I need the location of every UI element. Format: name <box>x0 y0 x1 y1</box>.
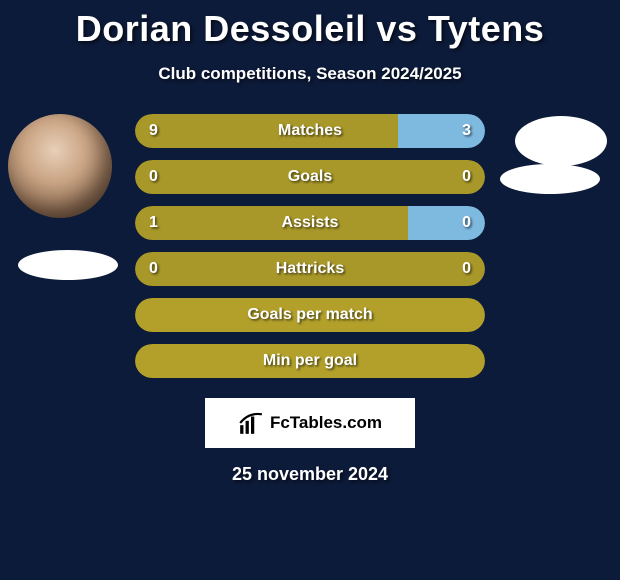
stat-bars: 93Matches00Goals10Assists00HattricksGoal… <box>135 114 485 390</box>
stat-segment <box>135 160 485 194</box>
logo-text: FcTables.com <box>270 413 382 433</box>
stat-value-left: 0 <box>149 168 158 186</box>
logo-box: FcTables.com <box>205 398 415 448</box>
stat-value-right: 0 <box>462 214 471 232</box>
stat-value-left: 9 <box>149 122 158 140</box>
stat-segment <box>408 206 485 240</box>
stat-row: 00Goals <box>135 160 485 194</box>
stat-value-right: 0 <box>462 260 471 278</box>
stat-value-left: 1 <box>149 214 158 232</box>
player-left-shadow <box>18 250 118 280</box>
stat-value-left: 0 <box>149 260 158 278</box>
player-left-avatar <box>8 114 112 218</box>
subtitle: Club competitions, Season 2024/2025 <box>0 64 620 84</box>
comparison-card: Dorian Dessoleil vs Tytens Club competit… <box>0 0 620 485</box>
date: 25 november 2024 <box>0 464 620 485</box>
stat-segment <box>135 206 408 240</box>
stat-segment <box>135 344 485 378</box>
fctables-logo-icon <box>238 410 264 436</box>
stat-row: 00Hattricks <box>135 252 485 286</box>
player-right-shadow <box>500 164 600 194</box>
stat-row: Min per goal <box>135 344 485 378</box>
main-area: 93Matches00Goals10Assists00HattricksGoal… <box>0 114 620 384</box>
stat-segment <box>135 298 485 332</box>
stat-row: Goals per match <box>135 298 485 332</box>
stat-row: 10Assists <box>135 206 485 240</box>
stat-value-right: 0 <box>462 168 471 186</box>
stat-segment <box>135 252 485 286</box>
page-title: Dorian Dessoleil vs Tytens <box>0 8 620 50</box>
stat-segment <box>398 114 486 148</box>
stat-row: 93Matches <box>135 114 485 148</box>
stat-segment <box>135 114 398 148</box>
player-right-avatar <box>515 116 607 166</box>
stat-value-right: 3 <box>462 122 471 140</box>
